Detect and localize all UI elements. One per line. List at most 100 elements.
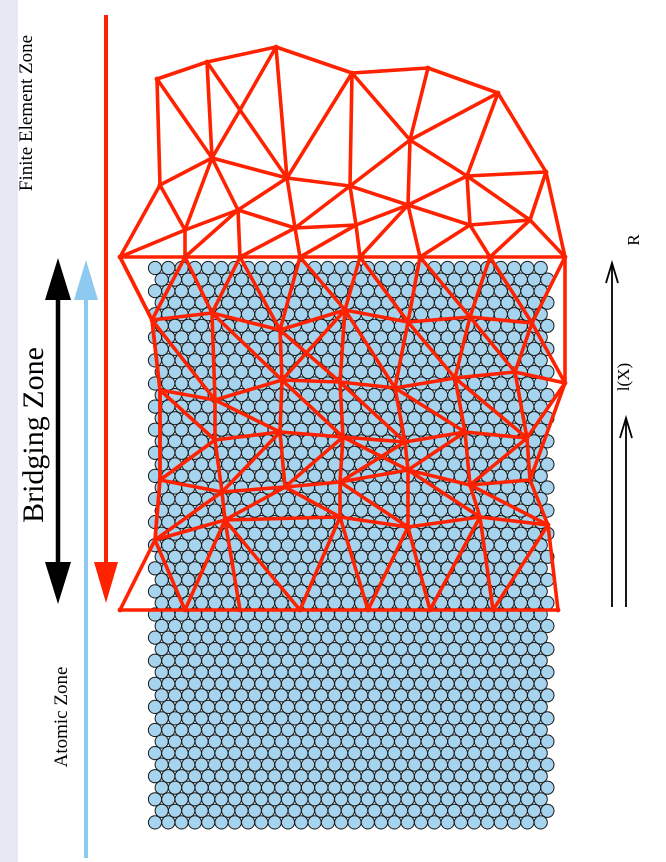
mesh-node (402, 439, 408, 445)
mesh-edge (283, 435, 345, 489)
atom (320, 260, 335, 276)
atom (460, 780, 475, 795)
atom (194, 618, 209, 634)
atom (367, 364, 382, 380)
mesh-edge (406, 255, 422, 324)
atom (374, 330, 389, 345)
atom (161, 353, 176, 368)
atom (513, 595, 528, 611)
atom (261, 526, 276, 541)
atom (447, 642, 462, 657)
atom (447, 780, 462, 795)
atom (254, 653, 269, 668)
atom (367, 295, 382, 310)
atom (214, 746, 229, 761)
atom (174, 630, 189, 645)
atom (347, 699, 362, 715)
atom (214, 769, 229, 784)
atom (540, 803, 555, 818)
mesh-edge (406, 525, 432, 612)
atom (387, 815, 402, 830)
mesh-edge (393, 386, 407, 444)
atom (247, 734, 262, 749)
atom (280, 653, 296, 668)
mesh-edge (153, 478, 162, 542)
atom (201, 653, 216, 668)
atom (413, 722, 429, 738)
atom (320, 653, 335, 668)
atom (234, 780, 249, 795)
atom (287, 411, 302, 426)
mesh-edge (278, 328, 284, 382)
atom (327, 757, 342, 772)
atom (307, 630, 322, 645)
atom (167, 757, 183, 772)
atom (320, 792, 335, 807)
atom (187, 722, 202, 738)
atom (214, 653, 229, 668)
atom (161, 422, 176, 437)
atom (227, 722, 242, 738)
mesh-edge (238, 255, 282, 332)
mesh-edge (406, 174, 469, 207)
atom (201, 260, 216, 276)
mesh-edge (283, 480, 342, 489)
atom (440, 722, 455, 738)
atom (201, 722, 216, 738)
atom (300, 642, 316, 657)
mesh-node (212, 437, 218, 443)
atom (467, 815, 482, 830)
atom (320, 491, 335, 507)
atom (427, 422, 442, 437)
atom (294, 445, 309, 460)
atom (433, 526, 449, 541)
atom (221, 364, 236, 380)
atom (473, 341, 488, 356)
atom (407, 665, 422, 680)
mesh-edge (528, 381, 567, 482)
atom (167, 665, 183, 680)
atom (374, 260, 389, 276)
atom (354, 503, 369, 518)
atom (487, 295, 502, 310)
atom (307, 653, 322, 668)
atom (334, 561, 349, 576)
mesh-node (157, 182, 163, 188)
atom (367, 388, 382, 403)
atom (227, 653, 242, 668)
atom (473, 780, 488, 795)
atom (280, 399, 296, 414)
mesh-edge (150, 311, 214, 322)
atom (300, 688, 316, 703)
atom (161, 584, 176, 599)
mesh-edge (406, 468, 472, 487)
atom (520, 815, 535, 830)
mesh-node (182, 227, 188, 233)
atom (447, 803, 462, 818)
atom (314, 526, 329, 541)
atom (314, 688, 329, 703)
atom (267, 792, 282, 807)
atom (467, 746, 482, 761)
atom (167, 411, 183, 426)
atom (380, 318, 395, 333)
atom (500, 711, 515, 726)
atom (241, 792, 256, 807)
atom (167, 549, 183, 564)
atom (347, 584, 362, 599)
atom (413, 676, 429, 691)
mesh-edge (468, 255, 492, 319)
mesh-node (237, 607, 243, 613)
atom (201, 769, 216, 784)
atom (320, 630, 335, 645)
atom (307, 792, 322, 807)
atom (347, 792, 362, 807)
atom (520, 746, 535, 761)
mesh-node (337, 479, 343, 485)
atom (287, 434, 302, 449)
atom (360, 792, 375, 807)
atom (254, 769, 269, 784)
atom (493, 815, 508, 830)
atom (467, 769, 482, 784)
atom (400, 399, 415, 414)
